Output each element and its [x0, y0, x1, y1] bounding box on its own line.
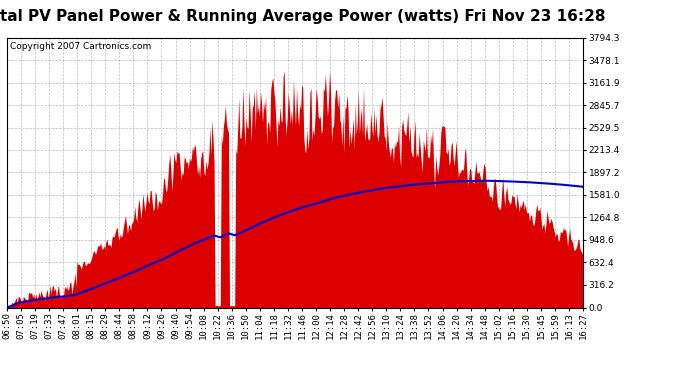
Text: Total PV Panel Power & Running Average Power (watts) Fri Nov 23 16:28: Total PV Panel Power & Running Average P…: [0, 9, 606, 24]
Text: Copyright 2007 Cartronics.com: Copyright 2007 Cartronics.com: [10, 42, 151, 51]
